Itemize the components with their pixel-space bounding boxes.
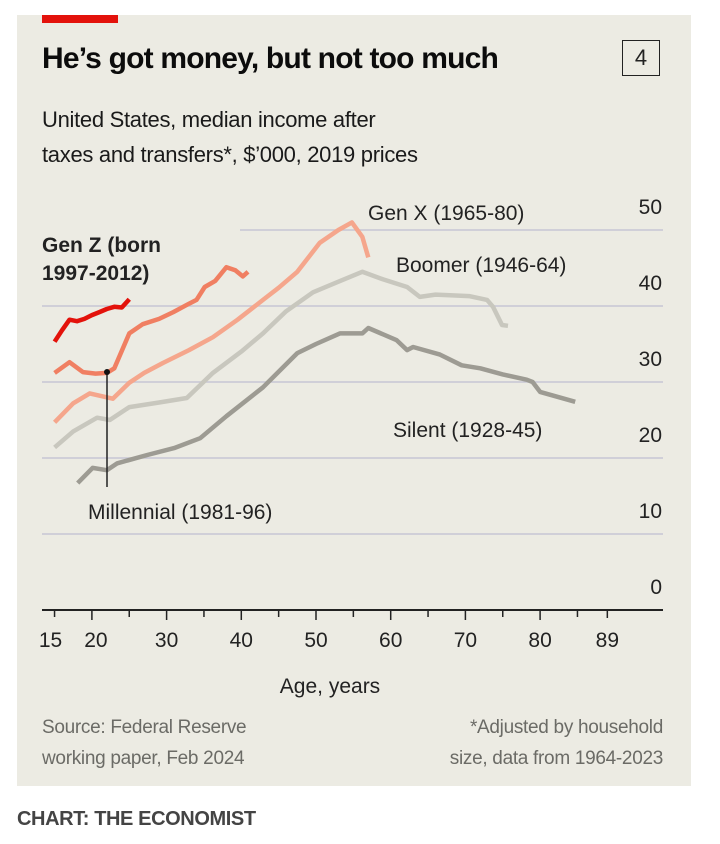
x-tick-label: 40 — [230, 629, 253, 652]
source-line-2: working paper, Feb 2024 — [42, 748, 245, 769]
x-tick-label: 30 — [155, 629, 178, 652]
source-line-1: Source: Federal Reserve — [42, 717, 247, 738]
series-line-boomer — [53, 269, 509, 450]
series-line-gen-z — [52, 297, 131, 343]
label-boomer: Boomer (1946-64) — [396, 254, 566, 277]
y-tick-label: 30 — [639, 348, 662, 371]
y-tick-label: 10 — [639, 500, 662, 523]
chart-title: He’s got money, but not too much — [42, 42, 499, 75]
footnote-line-1: *Adjusted by household — [469, 717, 663, 738]
chart-panel — [17, 15, 691, 786]
x-tick-label: 80 — [528, 629, 551, 652]
subtitle-line-1: United States, median income after — [42, 107, 376, 132]
x-tick-label: 15 — [39, 629, 62, 652]
label-silent: Silent (1928-45) — [393, 419, 542, 442]
label-genz-line1: Gen Z (born — [42, 234, 161, 257]
source-note: Source: Federal Reserve working paper, F… — [42, 712, 247, 774]
chart-subtitle: United States, median income after taxes… — [42, 102, 418, 172]
y-tick-label: 0 — [650, 576, 662, 599]
series-line-silent — [76, 325, 576, 485]
y-tick-label: 50 — [639, 196, 662, 219]
series-line-gen-x — [52, 220, 371, 424]
x-tick-label: 20 — [84, 629, 107, 652]
x-tick-label: 70 — [454, 629, 477, 652]
label-genx: Gen X (1965-80) — [368, 202, 524, 225]
millennial-marker-dot — [104, 369, 110, 375]
label-millennial: Millennial (1981-96) — [88, 501, 272, 524]
subtitle-line-2: taxes and transfers*, $’000, 2019 prices — [42, 142, 418, 167]
series-line-millennial — [53, 264, 250, 376]
footnote: *Adjusted by household size, data from 1… — [449, 712, 664, 774]
x-axis-title: Age, years — [280, 675, 380, 698]
y-tick-label: 40 — [639, 272, 662, 295]
label-genz-line2: 1997-2012) — [42, 262, 149, 285]
x-tick-label: 50 — [304, 629, 327, 652]
footnote-line-2: size, data from 1964-2023 — [449, 748, 664, 769]
chart-credit: CHART: THE ECONOMIST — [17, 808, 256, 830]
x-tick-label: 60 — [379, 629, 402, 652]
brand-red-bar — [42, 15, 118, 23]
x-tick-label: 89 — [596, 629, 619, 652]
y-tick-label: 20 — [639, 424, 662, 447]
chart-number-badge: 4 — [622, 40, 660, 76]
